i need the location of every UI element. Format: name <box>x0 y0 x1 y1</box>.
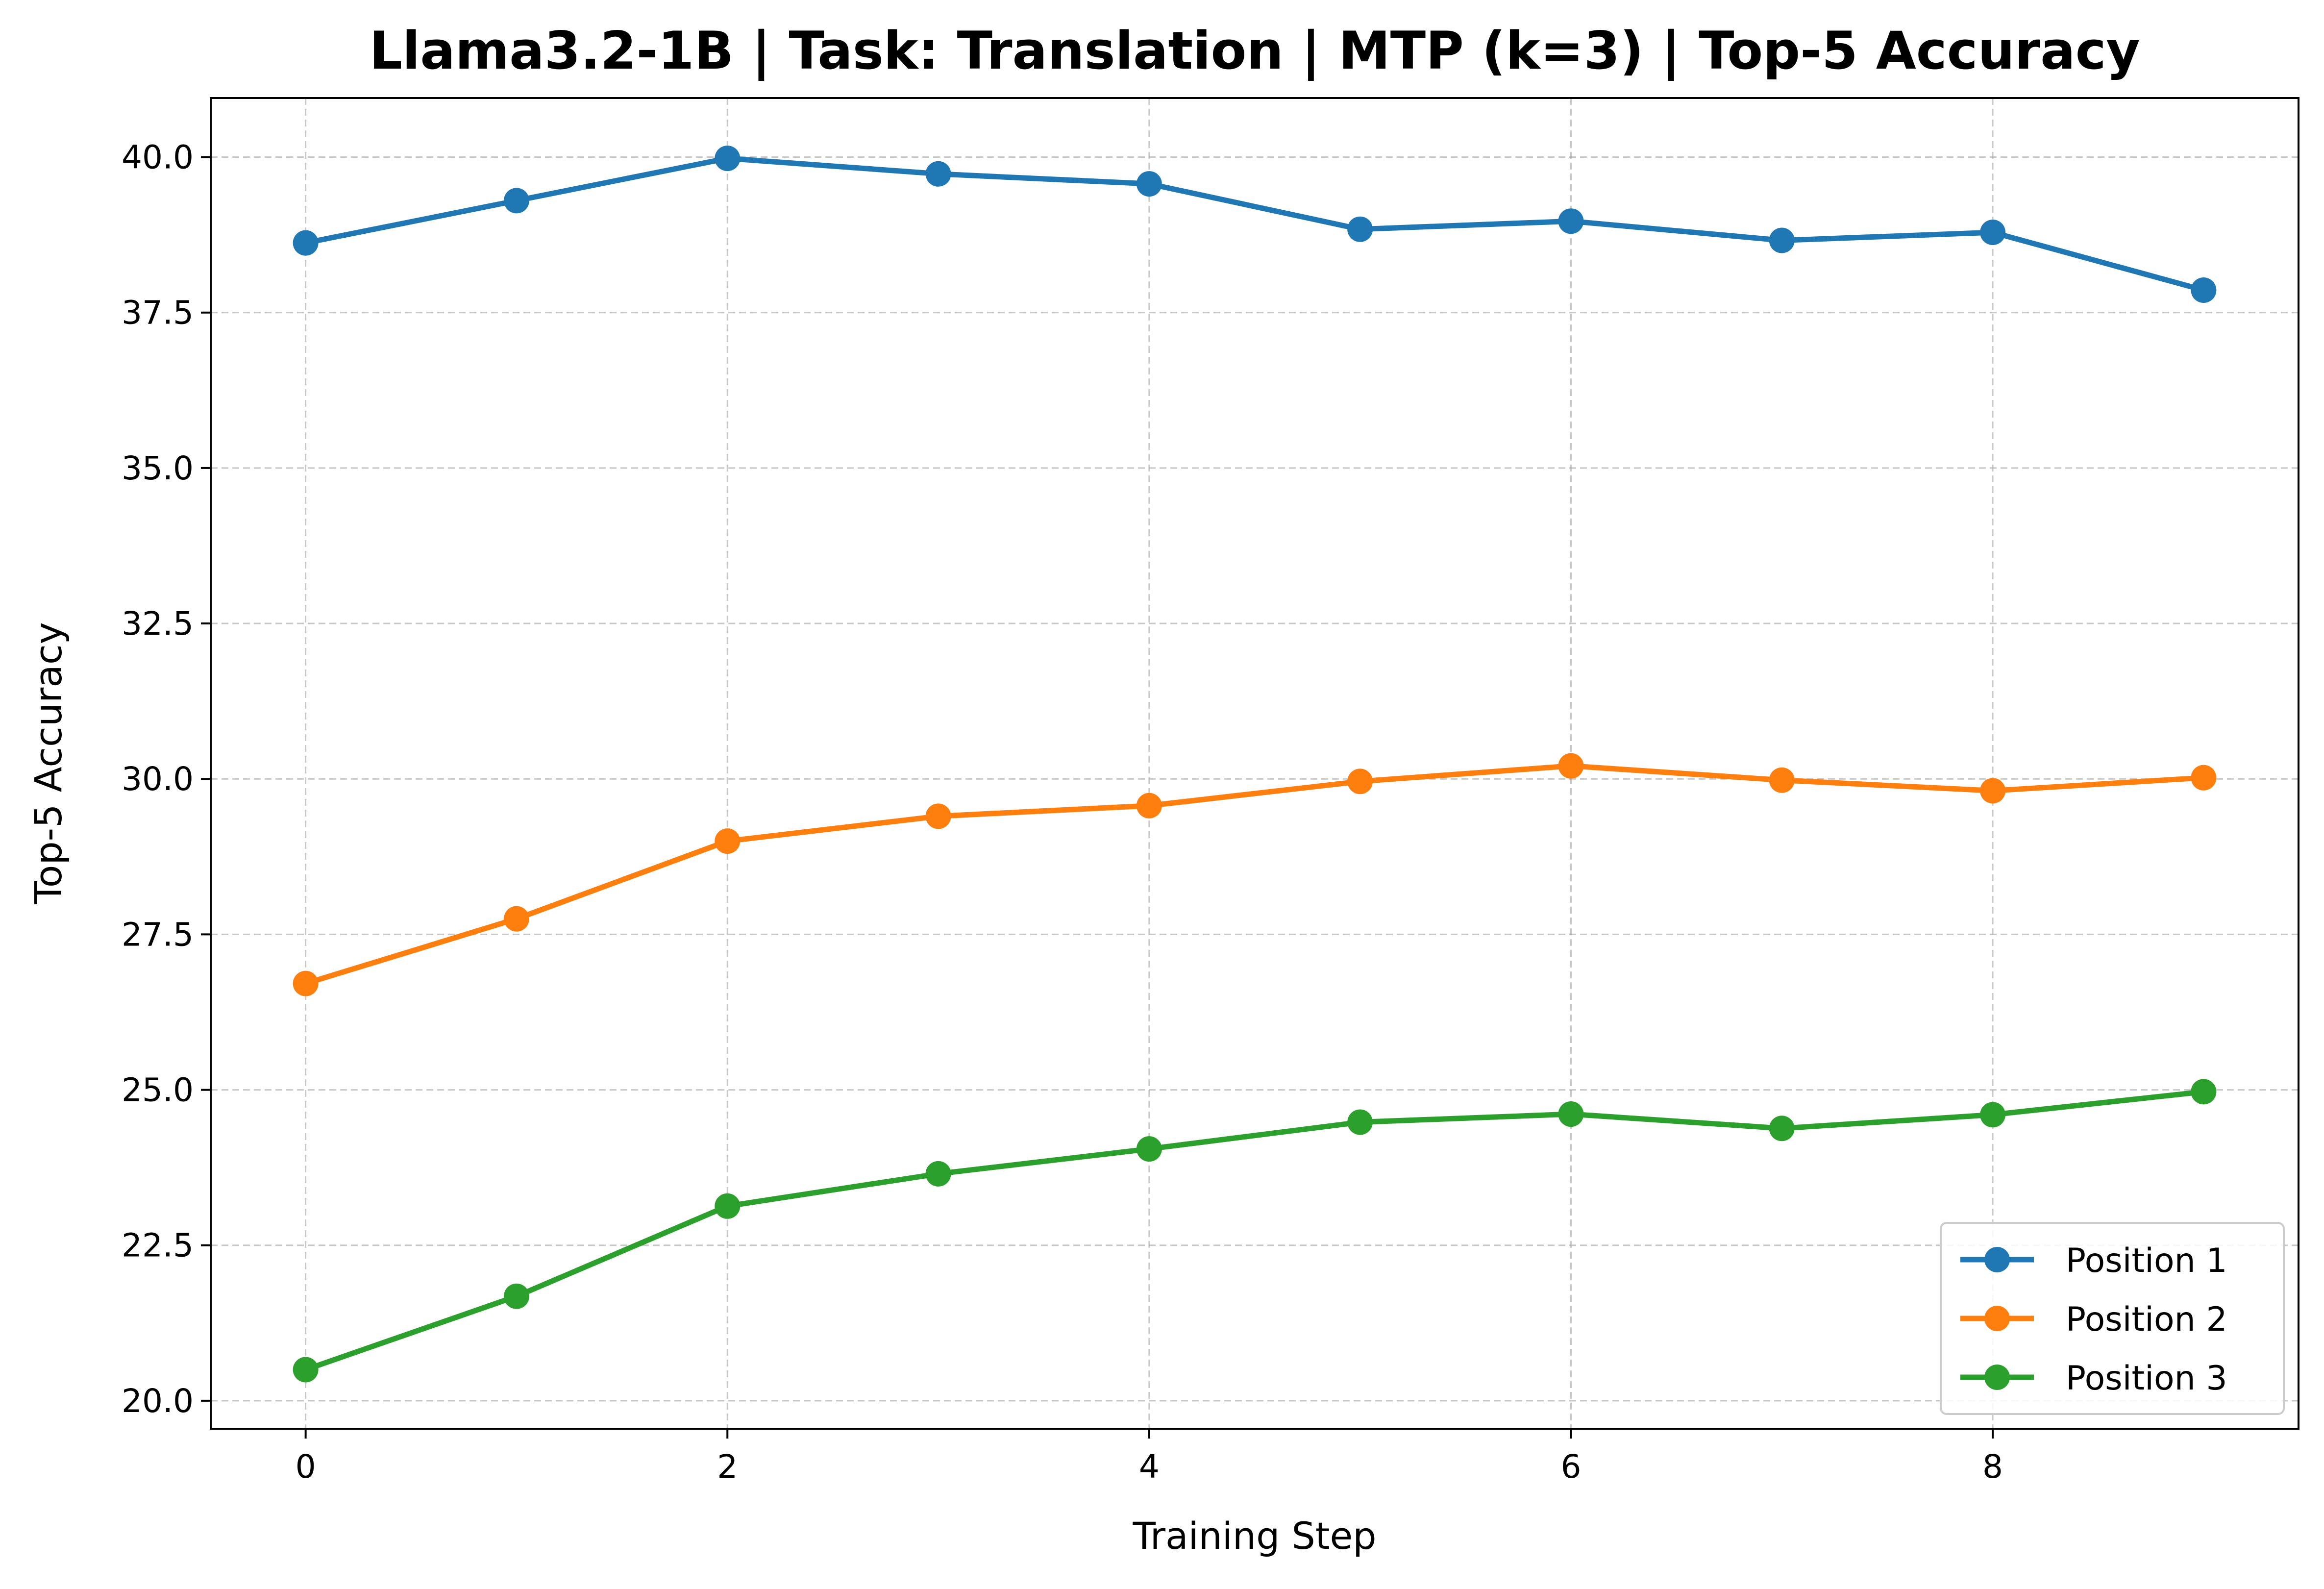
data-point-position-2 <box>715 828 741 854</box>
data-point-position-1 <box>1558 208 1584 234</box>
series-line-position-3 <box>303 1089 2206 1372</box>
data-point-position-2 <box>1347 769 1373 794</box>
data-point-position-2 <box>1980 778 2006 804</box>
data-point-position-1 <box>715 146 741 172</box>
data-point-position-3 <box>2191 1079 2217 1105</box>
data-point-position-3 <box>925 1161 951 1187</box>
y-tick-label: 20.0 <box>122 1382 194 1420</box>
legend-marker <box>1984 1247 2010 1272</box>
data-point-position-2 <box>293 970 319 996</box>
legend-label: Position 1 <box>2066 1241 2227 1280</box>
x-tick-label: 2 <box>717 1448 738 1486</box>
y-tick-label: 32.5 <box>122 605 194 643</box>
data-point-position-1 <box>1136 171 1162 197</box>
data-point-position-1 <box>503 188 529 214</box>
series-line-position-1 <box>303 155 2206 293</box>
data-point-position-2 <box>1769 767 1795 793</box>
axis-ticks: 0 2 4 6 8 20.0 22.5 25.0 27.5 30.0 32.5 35.0 37.5 40.… <box>122 139 2003 1486</box>
y-tick-label: 40.0 <box>122 139 194 176</box>
y-tick-label: 22.5 <box>122 1227 194 1265</box>
data-point-position-1 <box>1769 227 1795 253</box>
data-point-position-1 <box>1980 220 2006 246</box>
x-axis-label: Training Step <box>1132 1514 1376 1558</box>
data-point-position-3 <box>715 1193 741 1219</box>
y-tick-label: 30.0 <box>122 760 194 798</box>
legend-marker <box>1984 1306 2010 1331</box>
data-point-position-3 <box>1347 1109 1373 1135</box>
series-line-position-2 <box>303 763 2206 987</box>
data-point-position-1 <box>1347 216 1373 242</box>
series-lines <box>293 146 2217 1383</box>
data-point-position-2 <box>925 803 951 829</box>
data-point-position-1 <box>293 230 319 256</box>
plot-frame <box>210 97 2299 1430</box>
y-axis-label: Top-5 Accuracy <box>26 622 70 904</box>
legend-marker <box>1984 1365 2010 1390</box>
data-point-position-2 <box>1558 753 1584 779</box>
chart-title: Llama3.2-1B | Task: Translation | MTP (k… <box>369 21 2140 81</box>
y-tick-label: 25.0 <box>122 1071 194 1109</box>
data-point-position-1 <box>925 161 951 187</box>
data-point-position-3 <box>1558 1101 1584 1127</box>
data-point-position-3 <box>1769 1116 1795 1142</box>
x-tick-label: 4 <box>1139 1448 1160 1486</box>
y-tick-label: 35.0 <box>122 449 194 487</box>
y-tick-label: 37.5 <box>122 294 194 332</box>
y-tick-label: 27.5 <box>122 916 194 953</box>
legend-box <box>1940 1222 2285 1415</box>
data-point-position-3 <box>293 1357 319 1383</box>
data-point-position-2 <box>2191 765 2217 791</box>
x-tick-label: 8 <box>1982 1448 2003 1486</box>
legend-label: Position 2 <box>2066 1300 2227 1339</box>
data-point-position-3 <box>1980 1102 2006 1128</box>
legend: Position 1 Position 2 Position 3 <box>1940 1222 2285 1415</box>
legend-label: Position 3 <box>2066 1359 2227 1398</box>
data-point-position-3 <box>503 1283 529 1309</box>
data-point-position-2 <box>503 906 529 932</box>
data-point-position-1 <box>2191 277 2217 303</box>
data-point-position-2 <box>1136 793 1162 819</box>
data-point-position-3 <box>1136 1136 1162 1162</box>
x-tick-label: 0 <box>296 1448 316 1486</box>
x-tick-label: 6 <box>1560 1448 1581 1486</box>
